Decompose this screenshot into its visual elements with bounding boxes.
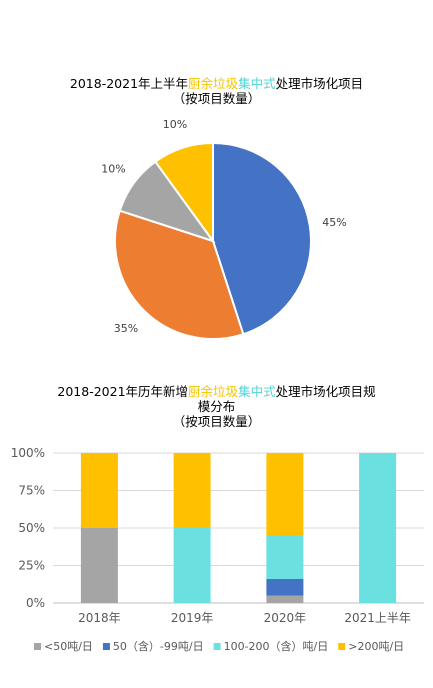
y-tick-label-1: 25% [18,559,45,573]
x-tick-label-0: 2018年 [78,611,121,625]
bar-segment-2-0 [266,595,304,603]
legend-label-3: >200吨/日 [348,640,404,653]
pie-title-line1: 2018-2021年上半年厨余垃圾集中式处理市场化项目 [69,76,364,91]
pie-chart-title: 2018-2021年上半年厨余垃圾集中式处理市场化项目 （按项目数量） [0,76,433,106]
bar-title-line2: 模分布 [197,399,236,414]
x-tick-label-1: 2019年 [171,611,214,625]
bar-segment-1-2 [173,528,211,603]
y-tick-label-3: 75% [18,484,45,498]
y-tick-label-4: 100% [11,446,45,460]
bar-segment-0-0 [80,528,118,603]
bar-segment-3-2 [359,453,397,603]
bar-chart-title: 2018-2021年历年新增厨余垃圾集中式处理市场化项目规 模分布 （按项目数量… [0,384,433,429]
bar-segment-1-3 [173,453,211,528]
pie-slice-0 [212,141,312,336]
legend-swatch-1 [102,643,110,650]
x-tick-label-2: 2020年 [264,611,307,625]
pie-slice-label-1: 35% [114,322,138,335]
y-tick-label-0: 0% [26,596,45,610]
pie-slice-label-2: 10% [101,163,125,176]
legend-label-0: <50吨/日 [44,640,93,653]
bar-title-line1: 2018-2021年历年新增厨余垃圾集中式处理市场化项目规 [57,384,376,399]
y-tick-label-2: 50% [18,521,45,535]
x-tick-label-3: 2021上半年 [344,611,411,625]
bar-segment-0-3 [80,453,118,528]
pie-slice-3 [154,141,214,245]
legend-swatch-0 [34,643,41,650]
legend-label-2: 100-200（含）吨/日 [224,639,329,653]
pie-slice-label-0: 45% [322,216,346,229]
pie-slice-label-3: 10% [163,118,187,131]
pie-chart: 45% 35% 10% 10% [101,118,347,340]
bar-segment-2-3 [266,453,304,536]
legend-label-1: 50（含）-99吨/日 [113,639,204,653]
bar-title-line3: （按项目数量） [172,414,261,429]
bar-segment-2-2 [266,535,304,579]
pie-title-line2: （按项目数量） [172,91,261,106]
pie-slice-1 [114,209,245,340]
legend-swatch-2 [213,643,221,650]
bar-segment-2-1 [266,579,304,596]
legend-swatch-3 [338,643,346,650]
